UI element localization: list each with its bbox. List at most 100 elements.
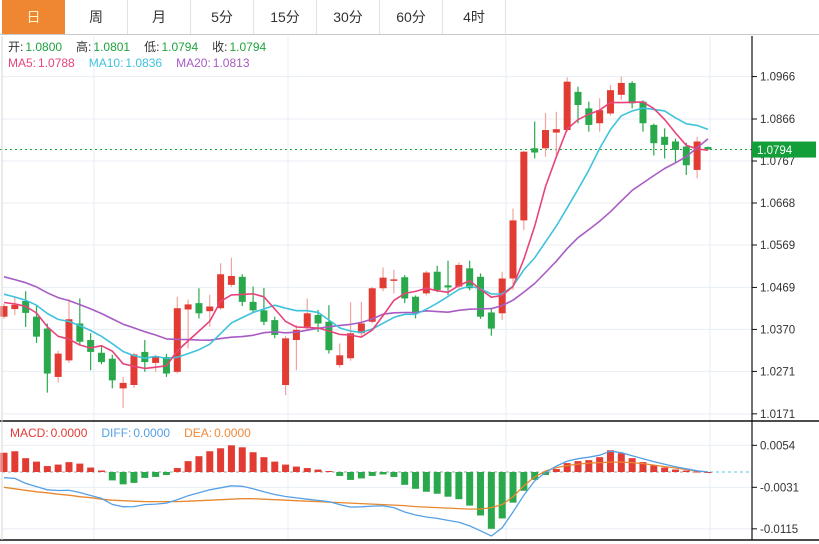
macd-histogram (0, 445, 712, 529)
candle-body (206, 306, 214, 312)
candle-body (87, 340, 95, 352)
macd-bar (11, 451, 19, 472)
dea-line (3, 461, 709, 510)
macd-bar (498, 472, 506, 519)
candle-body (292, 329, 300, 341)
macd-bar (466, 472, 474, 506)
macd-bar (585, 460, 593, 472)
price-axis-label: 1.0271 (760, 366, 795, 378)
candle-body (32, 316, 40, 337)
macd-bar (542, 472, 549, 475)
candle-body (628, 82, 636, 104)
macd-bar (184, 461, 192, 472)
candle-body (217, 274, 225, 309)
macd-bar (682, 470, 690, 472)
candle-body (574, 91, 582, 105)
macd-bar (108, 472, 116, 481)
candle-body (314, 315, 322, 324)
candle-body (477, 276, 485, 317)
tab-60min[interactable]: 60分 (380, 0, 443, 34)
macd-bar (552, 469, 560, 472)
candle-body (563, 81, 571, 131)
price-axis-label: 1.0171 (760, 409, 795, 421)
macd-bar (249, 452, 257, 472)
macd-bar (314, 469, 322, 472)
candle-body (303, 313, 311, 327)
candlestick-series (0, 76, 712, 408)
candle-body (433, 271, 441, 290)
ma20-line (3, 138, 709, 342)
candle-body (596, 110, 604, 124)
macd-bar (693, 471, 701, 473)
macd-bar (195, 456, 203, 472)
candle-body (585, 108, 593, 125)
candle-body (422, 272, 430, 294)
current-price-badge-label: 1.0794 (757, 145, 793, 157)
tab-daily[interactable]: 日 (2, 0, 65, 34)
macd-bar (97, 470, 105, 472)
candle-body (412, 296, 420, 314)
candle-body (43, 328, 51, 374)
candle-body (704, 147, 712, 150)
macd-bar (22, 458, 30, 472)
macd-bar (292, 466, 300, 472)
macd-bar (206, 451, 214, 472)
macd-bar (357, 472, 365, 479)
candle-body (347, 333, 355, 359)
macd-bar (227, 445, 235, 472)
macd-bar (119, 472, 127, 485)
macd-bar (271, 461, 279, 472)
macd-bar (477, 472, 485, 516)
price-axis-label: 1.0370 (760, 324, 795, 336)
macd-bar (0, 452, 8, 472)
macd-bar (444, 472, 452, 497)
tab-4hour[interactable]: 4时 (443, 0, 506, 34)
tab-15min[interactable]: 15分 (254, 0, 317, 34)
candle-body (54, 353, 62, 377)
candle-body (195, 303, 203, 314)
candle-body (617, 82, 625, 95)
macd-bar (325, 471, 333, 473)
macd-bar (347, 472, 355, 480)
macd-bar (455, 472, 463, 500)
candle-body (487, 312, 495, 329)
macd-bar (65, 462, 73, 472)
macd-bar (217, 448, 225, 472)
macd-bar (574, 461, 582, 472)
macd-bar (32, 461, 40, 472)
macd-bar (152, 472, 160, 477)
candle-body (282, 338, 290, 385)
tab-5min[interactable]: 5分 (191, 0, 254, 34)
macd-bar (43, 466, 51, 472)
candle-body (693, 141, 701, 170)
candle-body (368, 288, 376, 322)
candle-body (542, 130, 549, 149)
price-axis-label: 1.0469 (760, 282, 795, 294)
macd-axis-label: -0.0031 (760, 482, 799, 494)
macd-bar (87, 467, 95, 472)
candle-body (357, 323, 365, 334)
tab-monthly[interactable]: 月 (128, 0, 191, 34)
macd-bar (390, 472, 398, 477)
macd-bar (596, 457, 604, 472)
macd-bar (379, 472, 387, 475)
candle-body (227, 275, 235, 285)
macd-bar (141, 472, 149, 478)
macd-bar (368, 472, 376, 476)
tab-weekly[interactable]: 周 (65, 0, 128, 34)
macd-bar (422, 472, 430, 492)
macd-bar (671, 469, 679, 472)
candle-body (152, 356, 160, 363)
macd-bar (628, 458, 636, 472)
ma5-line (3, 101, 709, 370)
candle-body (108, 358, 116, 381)
macd-bar (401, 472, 409, 485)
price-axis-label: 1.0668 (760, 198, 795, 210)
tab-30min[interactable]: 30分 (317, 0, 380, 34)
candle-body (141, 351, 149, 363)
macd-bar (650, 465, 658, 472)
candle-body (671, 141, 679, 150)
macd-bar (412, 472, 420, 489)
